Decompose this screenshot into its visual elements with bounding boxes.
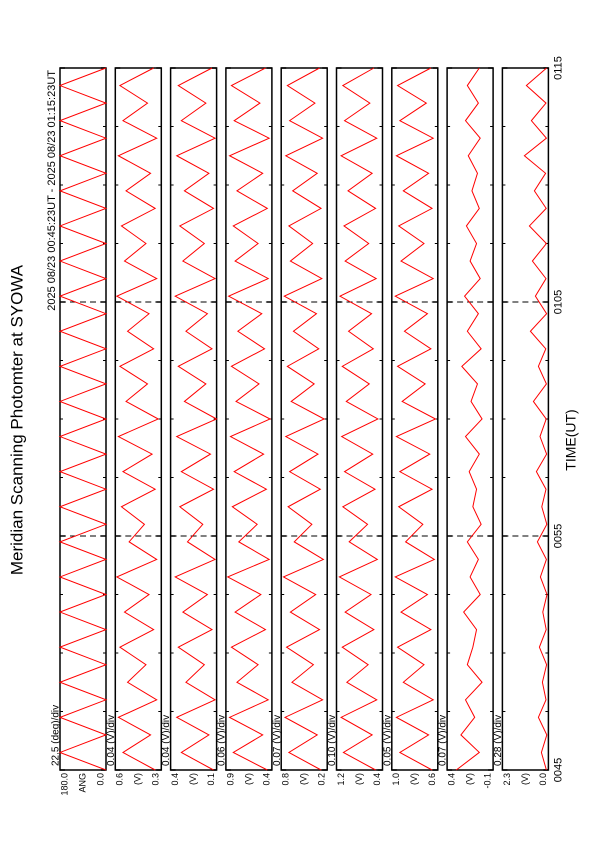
- y-tick-label: 0.4: [372, 773, 382, 786]
- scale-label: 22.5 (deg)/div: [51, 705, 62, 766]
- y-tick-label: 0.2: [317, 773, 327, 786]
- data-line: [394, 67, 437, 771]
- y-axis-label: (V): [520, 773, 530, 785]
- x-tick-label: 0055: [552, 524, 564, 548]
- y-tick-label: 0.4: [261, 773, 271, 786]
- y-tick-label: 0.4: [446, 773, 456, 786]
- panel-frame: [225, 67, 273, 771]
- y-tick-label: 0.6: [427, 773, 437, 786]
- x-axis-label: TIME(UT): [563, 409, 579, 470]
- y-tick-label: 0.3: [151, 773, 161, 786]
- y-tick-label: 0.8: [281, 773, 291, 786]
- panel-frame: [280, 67, 328, 771]
- scale-label: 0.04 (V)/div: [106, 715, 117, 766]
- y-tick-label: 0.1: [206, 773, 216, 786]
- y-axis-label: (V): [243, 773, 253, 785]
- x-tick-label: 0045: [552, 758, 564, 782]
- data-line: [58, 67, 108, 771]
- data-line: [338, 67, 379, 771]
- y-tick-label: -0.1: [482, 773, 492, 789]
- scale-label: 0.10 (V)/div: [327, 715, 338, 766]
- data-line: [115, 67, 160, 771]
- panel-frame: [501, 67, 550, 771]
- data-line: [226, 67, 272, 771]
- y-axis-label: (V): [409, 773, 419, 785]
- y-tick-label: 1.0: [391, 773, 401, 786]
- scale-label: 0.07 (V)/div: [438, 715, 449, 766]
- y-axis-label: (V): [133, 773, 143, 785]
- y-tick-label: 1.2: [336, 773, 346, 786]
- panel-frame: [114, 67, 163, 771]
- data-line: [174, 67, 218, 771]
- y-tick-label: 0.6: [115, 773, 125, 786]
- y-tick-label: 0.9: [225, 773, 235, 786]
- scale-label: 0.28 (V)/div: [493, 715, 504, 766]
- y-tick-label: 180.0: [59, 773, 69, 796]
- y-axis-label: (V): [188, 773, 198, 785]
- y-axis-label: (V): [299, 773, 309, 785]
- rotated-plot: Meridian Scanning Photomter at SYOWA 202…: [7, 56, 578, 795]
- panel-frame: [391, 67, 439, 771]
- y-axis-label: (V): [464, 773, 474, 785]
- panel-frame: [335, 67, 384, 771]
- data-line: [455, 67, 483, 771]
- data-line: [282, 67, 326, 771]
- y-axis-label: (V): [354, 773, 364, 785]
- y-tick-label: 0.4: [170, 773, 180, 786]
- y-axis-label: ANG: [77, 773, 87, 793]
- scale-label: 0.07 (V)/div: [272, 715, 283, 766]
- panel-frame: [59, 67, 107, 771]
- scale-label: 0.04 (V)/div: [161, 715, 172, 766]
- chart-title: Meridian Scanning Photomter at SYOWA: [7, 264, 26, 575]
- scale-label: 0.06 (V)/div: [217, 715, 228, 766]
- chart-subtitle: 2025 08/23 00:45:23UT - 2025 08/23 01:15…: [46, 70, 58, 311]
- y-tick-label: 0.0: [538, 773, 548, 786]
- x-tick-label: 0105: [552, 290, 564, 314]
- scale-label: 0.05 (V)/div: [382, 715, 393, 766]
- x-tick-label: 0115: [552, 56, 564, 80]
- data-line: [523, 67, 548, 771]
- y-tick-label: 0.0: [95, 773, 105, 786]
- panel-frame: [446, 67, 494, 771]
- y-tick-label: 2.3: [502, 773, 512, 786]
